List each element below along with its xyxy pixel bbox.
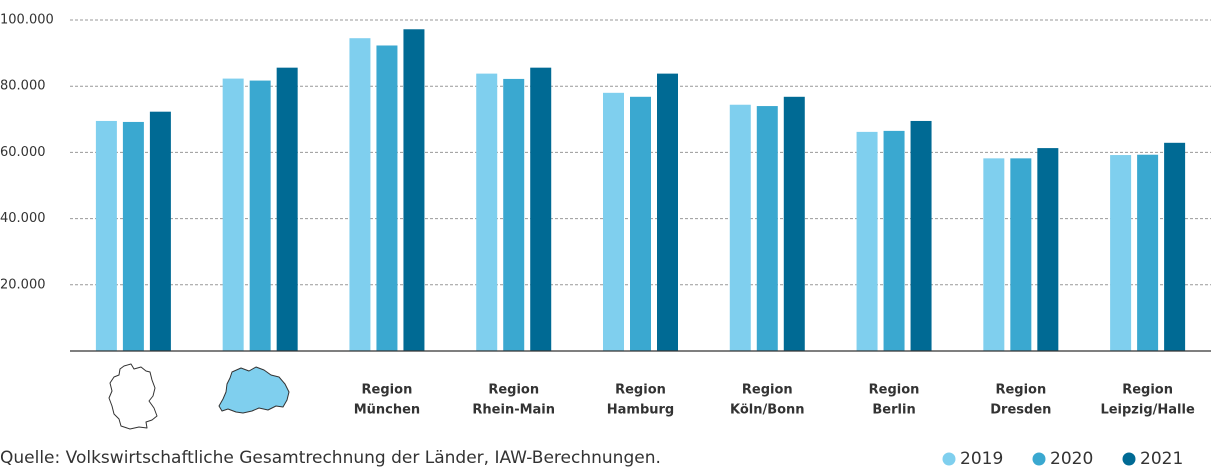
bar (856, 131, 878, 351)
bar (95, 120, 117, 351)
bar (603, 92, 624, 351)
bar (910, 120, 932, 351)
bar (222, 78, 244, 351)
legend-swatch (1122, 452, 1136, 466)
x-tick-label: Köln/Bonn (730, 403, 805, 418)
bar (1164, 142, 1186, 351)
bar (1137, 154, 1159, 351)
y-tick-label: 40.000 (0, 211, 46, 226)
bar (729, 104, 751, 352)
y-tick-label: 60.000 (0, 145, 46, 160)
bar (756, 106, 778, 351)
x-tick-label: Region (995, 383, 1046, 398)
bar (1037, 148, 1059, 351)
bar (1010, 158, 1032, 351)
x-tick-label: Region (1122, 383, 1173, 398)
x-tick-label: Hamburg (607, 403, 674, 418)
bw-icon (218, 366, 290, 414)
legend-label: 2021 (1140, 449, 1183, 469)
legend-label: 2020 (1050, 449, 1093, 469)
x-tick-label: Leipzig/Halle (1100, 403, 1195, 418)
legend-swatch (942, 452, 956, 466)
y-tick-label: 80.000 (0, 79, 46, 94)
bar (349, 38, 371, 351)
bar (476, 73, 498, 351)
y-tick-label: 100.000 (0, 13, 54, 28)
bar (376, 45, 398, 351)
bar (630, 96, 651, 352)
legend-label: 2019 (960, 449, 1003, 469)
x-tick-label: Rhein-Main (472, 403, 555, 418)
x-tick-label: Berlin (872, 403, 915, 418)
bar (783, 96, 805, 352)
legend-swatch (1032, 452, 1046, 466)
bar (149, 111, 171, 351)
x-tick-label: Region (869, 383, 920, 398)
x-tick-label: Region (488, 383, 539, 398)
x-tick-label: Region (615, 383, 666, 398)
bar (403, 29, 425, 351)
germany-icon (108, 363, 158, 430)
y-tick-label: 20.000 (0, 277, 46, 292)
x-tick-label: Region (362, 383, 413, 398)
bar (657, 73, 678, 351)
x-tick-label: Region (742, 383, 793, 398)
bar (530, 67, 552, 351)
bar (276, 67, 298, 351)
bar (503, 78, 525, 351)
bar (983, 158, 1005, 351)
bar (883, 130, 905, 351)
source-note: Quelle: Volkswirtschaftliche Gesamtrechn… (0, 448, 661, 468)
bar (1110, 155, 1132, 351)
bar (249, 80, 271, 351)
x-tick-label: München (354, 403, 420, 418)
x-tick-label: Dresden (990, 403, 1051, 418)
bar (122, 121, 144, 351)
